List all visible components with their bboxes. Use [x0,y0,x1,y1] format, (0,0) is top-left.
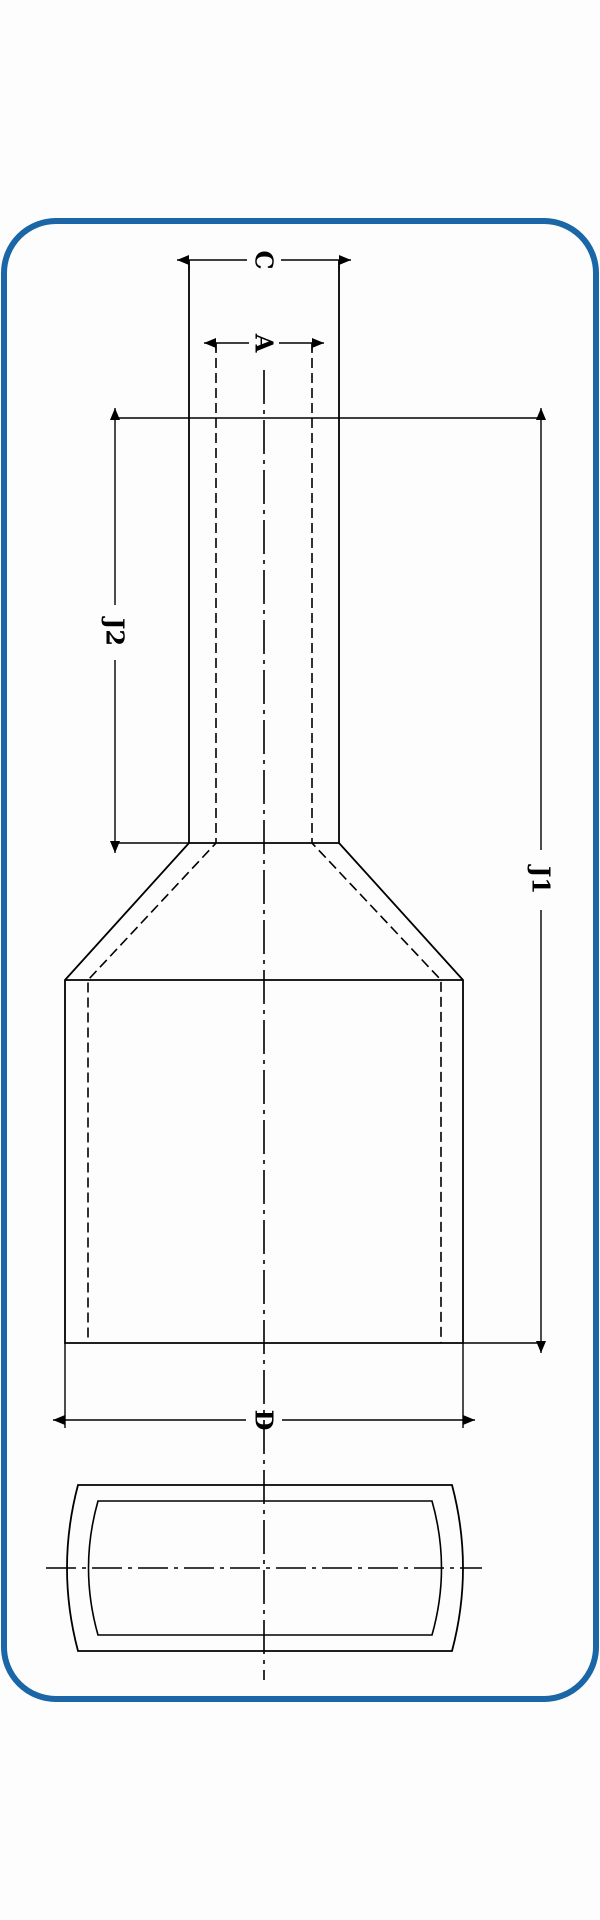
drawing-frame [1,218,599,1702]
dimension-c: C [177,250,351,270]
dimension-a-label: A [250,333,279,353]
dimension-j1-label: J1 [527,864,556,894]
dimension-d-label: D [250,1410,279,1431]
dimension-j1: J1 [115,408,556,1353]
cross-section-outer [66,1484,464,1652]
dimension-a: A [204,333,324,353]
dimension-j2-label: J2 [101,616,130,646]
dimension-d: D [53,1343,475,1430]
dimension-j2: J2 [101,408,189,853]
ferrule-inner-outline [87,343,442,1343]
cross-section-inner [87,1500,443,1636]
dimension-c-label: C [250,250,279,269]
ferrule-outer-outline [64,260,464,1344]
cross-section-view [46,1484,482,1652]
